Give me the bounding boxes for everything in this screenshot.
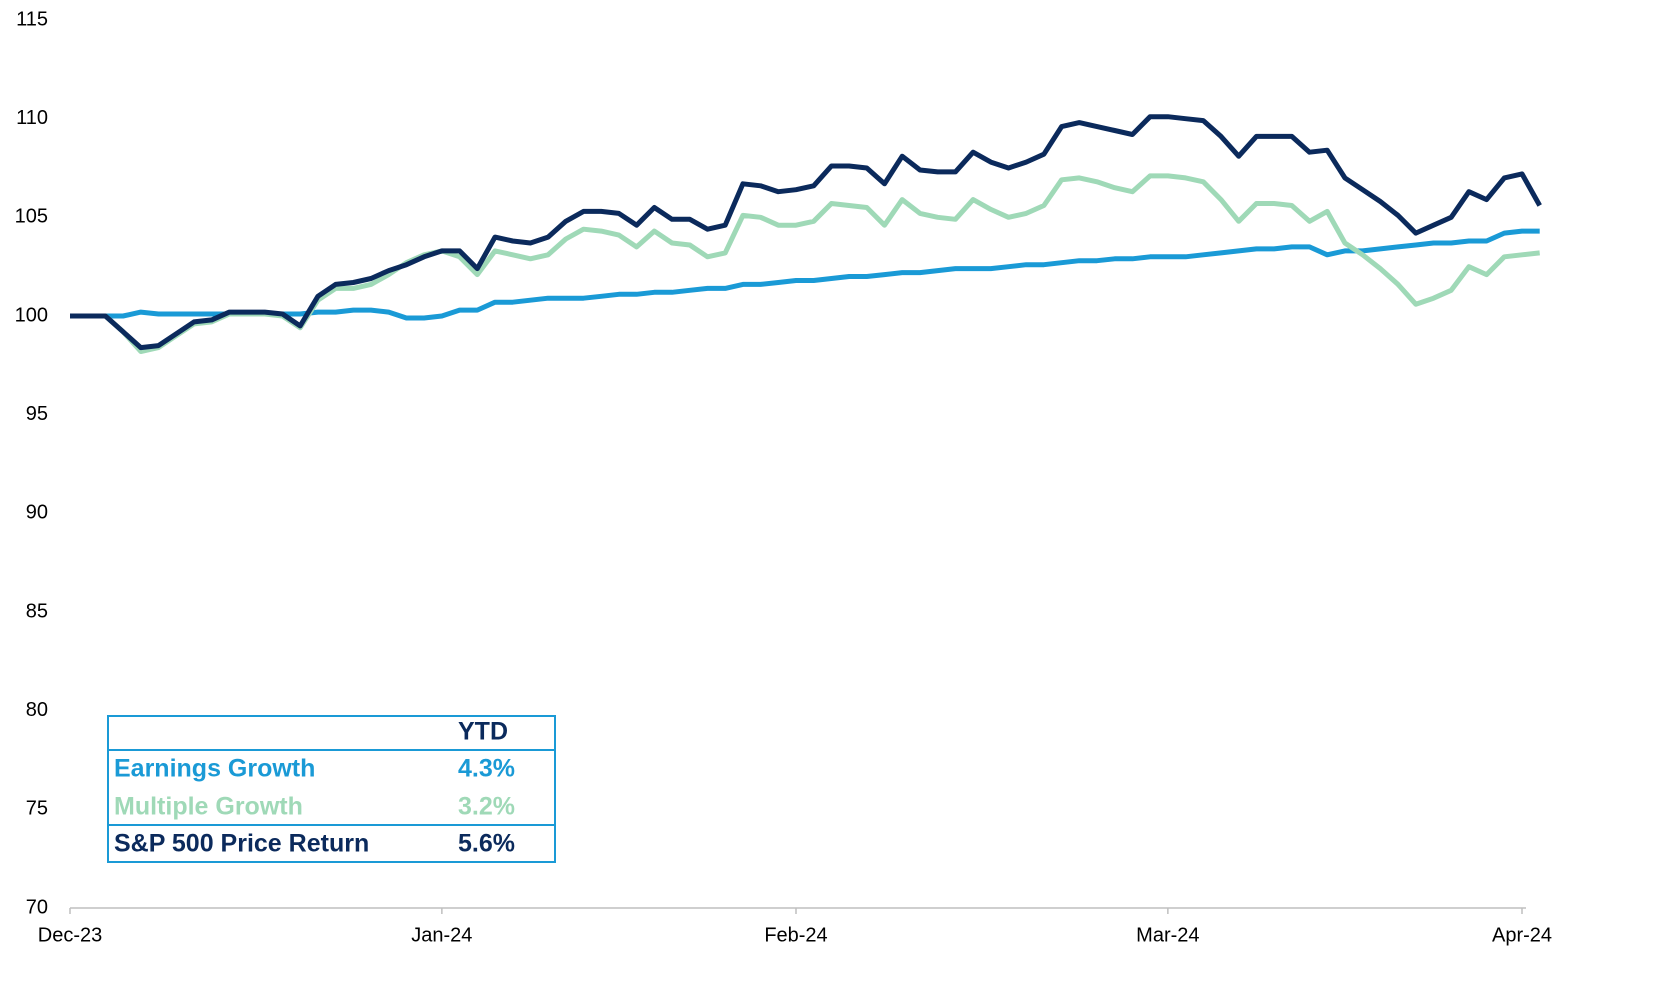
x-tick-label: Jan-24 [411,924,472,946]
y-tick-label: 75 [26,798,48,820]
y-tick-label: 70 [26,896,48,918]
x-tick-label: Feb-24 [764,924,827,946]
y-tick-label: 105 [15,206,48,228]
legend-box [107,715,556,863]
x-tick-label: Apr-24 [1492,924,1552,946]
legend-label: Earnings Growth [114,755,315,783]
series-line [70,228,1540,321]
legend-value: 3.2% [458,793,515,821]
y-tick-label: 85 [26,600,48,622]
y-tick-label: 90 [26,502,48,524]
y-tick-label: 115 [16,8,48,30]
y-tick-label: 100 [15,304,48,326]
y-tick-label: 95 [26,403,48,425]
x-tick-label: Dec-23 [38,924,102,946]
y-tick-label: 110 [16,107,48,129]
y-tick-label: 80 [26,699,48,721]
series-line [70,173,1540,354]
legend-label: Multiple Growth [114,793,303,821]
legend-value: 5.6% [458,830,515,858]
legend-label: S&P 500 Price Return [114,830,369,858]
x-tick-label: Mar-24 [1136,924,1199,946]
series-line [70,114,1542,351]
legend-header: YTD [458,718,508,746]
legend-value: 4.3% [458,755,515,783]
